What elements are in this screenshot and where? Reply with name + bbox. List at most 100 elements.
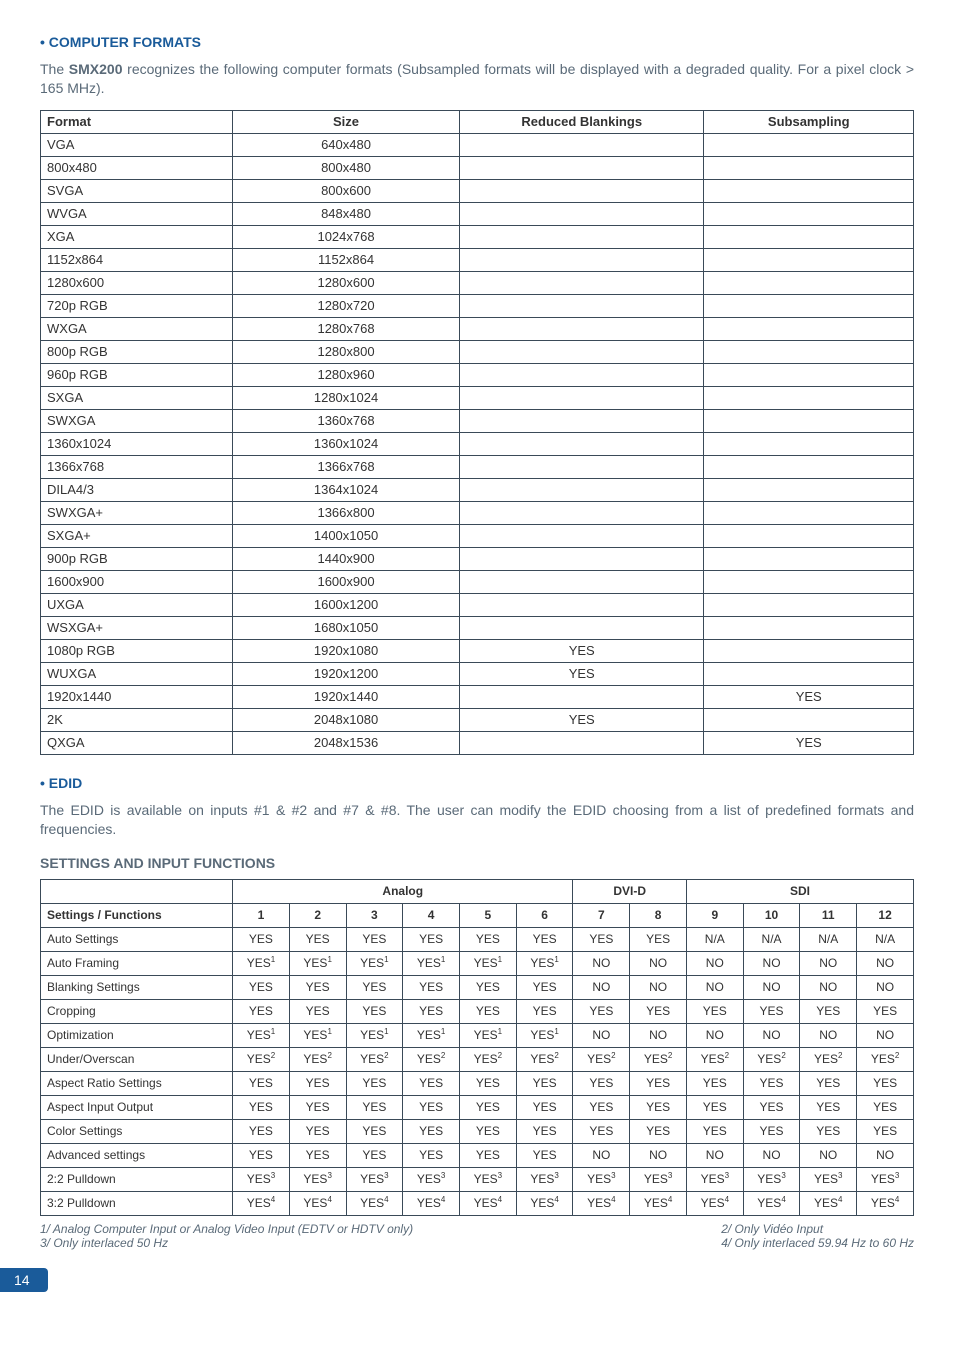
formats-cell: [460, 501, 704, 524]
formats-cell: 1280x720: [233, 294, 460, 317]
settings-row-label: Cropping: [41, 999, 233, 1023]
settings-cell: YES2: [630, 1047, 687, 1071]
settings-cell: YES1: [233, 951, 290, 975]
formats-cell: 1360x768: [233, 409, 460, 432]
settings-cell: YES2: [573, 1047, 630, 1071]
footnotes: 1/ Analog Computer Input or Analog Video…: [40, 1222, 914, 1250]
settings-row: Aspect Input OutputYESYESYESYESYESYESYES…: [41, 1095, 914, 1119]
formats-cell: [460, 547, 704, 570]
settings-col-header: Settings / Functions: [41, 903, 233, 927]
formats-cell: [704, 662, 914, 685]
settings-cell: YES1: [460, 951, 517, 975]
settings-cell: YES: [403, 999, 460, 1023]
settings-cell: YES: [573, 999, 630, 1023]
formats-cell: 1280x960: [233, 363, 460, 386]
formats-cell: [704, 524, 914, 547]
settings-cell: YES: [800, 1071, 857, 1095]
settings-cell: YES3: [573, 1167, 630, 1191]
formats-row: SWXGA1360x768: [41, 409, 914, 432]
settings-table: AnalogDVI-DSDI Settings / Functions12345…: [40, 879, 914, 1216]
formats-row: 1600x9001600x900: [41, 570, 914, 593]
formats-cell: 1366x768: [233, 455, 460, 478]
settings-group-header: SDI: [686, 879, 913, 903]
footnote-2: 2/ Only Vidéo Input: [721, 1222, 914, 1236]
formats-cell: 960p RGB: [41, 363, 233, 386]
intro-product-name: SMX200: [69, 61, 123, 77]
settings-cell: YES: [233, 1071, 290, 1095]
settings-row: Under/OverscanYES2YES2YES2YES2YES2YES2YE…: [41, 1047, 914, 1071]
settings-cell: YES: [516, 1143, 573, 1167]
formats-cell: [704, 455, 914, 478]
settings-cell: NO: [800, 951, 857, 975]
formats-cell: [460, 248, 704, 271]
formats-cell: 848x480: [233, 202, 460, 225]
settings-cell: YES: [743, 999, 800, 1023]
settings-cell: YES: [346, 975, 403, 999]
formats-row: 1360x10241360x1024: [41, 432, 914, 455]
settings-col-header: 4: [403, 903, 460, 927]
formats-cell: 1600x900: [41, 570, 233, 593]
settings-row-label: Aspect Input Output: [41, 1095, 233, 1119]
page-number: 14: [0, 1268, 48, 1292]
settings-cell: YES: [630, 1119, 687, 1143]
intro-post: recognizes the following computer format…: [40, 61, 914, 96]
settings-cell: NO: [573, 1143, 630, 1167]
settings-cell: YES: [573, 927, 630, 951]
settings-cell: YES: [516, 975, 573, 999]
formats-row: DILA4/31364x1024: [41, 478, 914, 501]
formats-cell: YES: [460, 639, 704, 662]
settings-cell: YES: [686, 999, 743, 1023]
settings-cell: YES3: [743, 1167, 800, 1191]
formats-row: 720p RGB1280x720: [41, 294, 914, 317]
formats-cell: 1280x800: [233, 340, 460, 363]
formats-cell: 1280x768: [233, 317, 460, 340]
settings-row: 2:2 PulldownYES3YES3YES3YES3YES3YES3YES3…: [41, 1167, 914, 1191]
settings-cell: YES: [516, 1095, 573, 1119]
settings-cell: YES: [289, 1095, 346, 1119]
formats-row: 1366x7681366x768: [41, 455, 914, 478]
settings-cell: YES: [630, 999, 687, 1023]
settings-col-header: 7: [573, 903, 630, 927]
formats-cell: [704, 386, 914, 409]
formats-cell: 1152x864: [41, 248, 233, 271]
edid-text: The EDID is available on inputs #1 & #2 …: [40, 801, 914, 839]
settings-cell: YES4: [516, 1191, 573, 1215]
formats-row: WXGA1280x768: [41, 317, 914, 340]
formats-cell: [704, 639, 914, 662]
settings-cell: YES1: [289, 951, 346, 975]
settings-cell: YES: [516, 1071, 573, 1095]
settings-cell: YES: [857, 999, 914, 1023]
settings-cell: NO: [743, 975, 800, 999]
settings-cell: YES1: [346, 951, 403, 975]
settings-cell: YES3: [233, 1167, 290, 1191]
formats-cell: [460, 570, 704, 593]
settings-cell: YES: [630, 927, 687, 951]
settings-cell: YES: [289, 927, 346, 951]
settings-cell: NO: [630, 951, 687, 975]
settings-cell: YES: [403, 1119, 460, 1143]
settings-cell: YES: [800, 1095, 857, 1119]
settings-cell: YES: [686, 1119, 743, 1143]
settings-cell: YES: [233, 975, 290, 999]
formats-cell: SVGA: [41, 179, 233, 202]
formats-cell: [704, 478, 914, 501]
settings-cell: YES: [403, 927, 460, 951]
formats-cell: [460, 225, 704, 248]
settings-cell: YES: [346, 1095, 403, 1119]
settings-cell: YES2: [686, 1047, 743, 1071]
formats-cell: 800p RGB: [41, 340, 233, 363]
formats-cell: WXGA: [41, 317, 233, 340]
settings-cell: YES: [686, 1071, 743, 1095]
formats-cell: 720p RGB: [41, 294, 233, 317]
settings-cell: NO: [686, 975, 743, 999]
settings-cell: YES3: [289, 1167, 346, 1191]
settings-cell: YES2: [346, 1047, 403, 1071]
settings-cell: YES: [403, 1143, 460, 1167]
settings-cell: YES: [289, 975, 346, 999]
formats-cell: [460, 317, 704, 340]
settings-blank-header: [41, 879, 233, 903]
settings-cell: YES3: [630, 1167, 687, 1191]
formats-row: WUXGA1920x1200YES: [41, 662, 914, 685]
formats-cell: 1080p RGB: [41, 639, 233, 662]
settings-row: Auto SettingsYESYESYESYESYESYESYESYESN/A…: [41, 927, 914, 951]
